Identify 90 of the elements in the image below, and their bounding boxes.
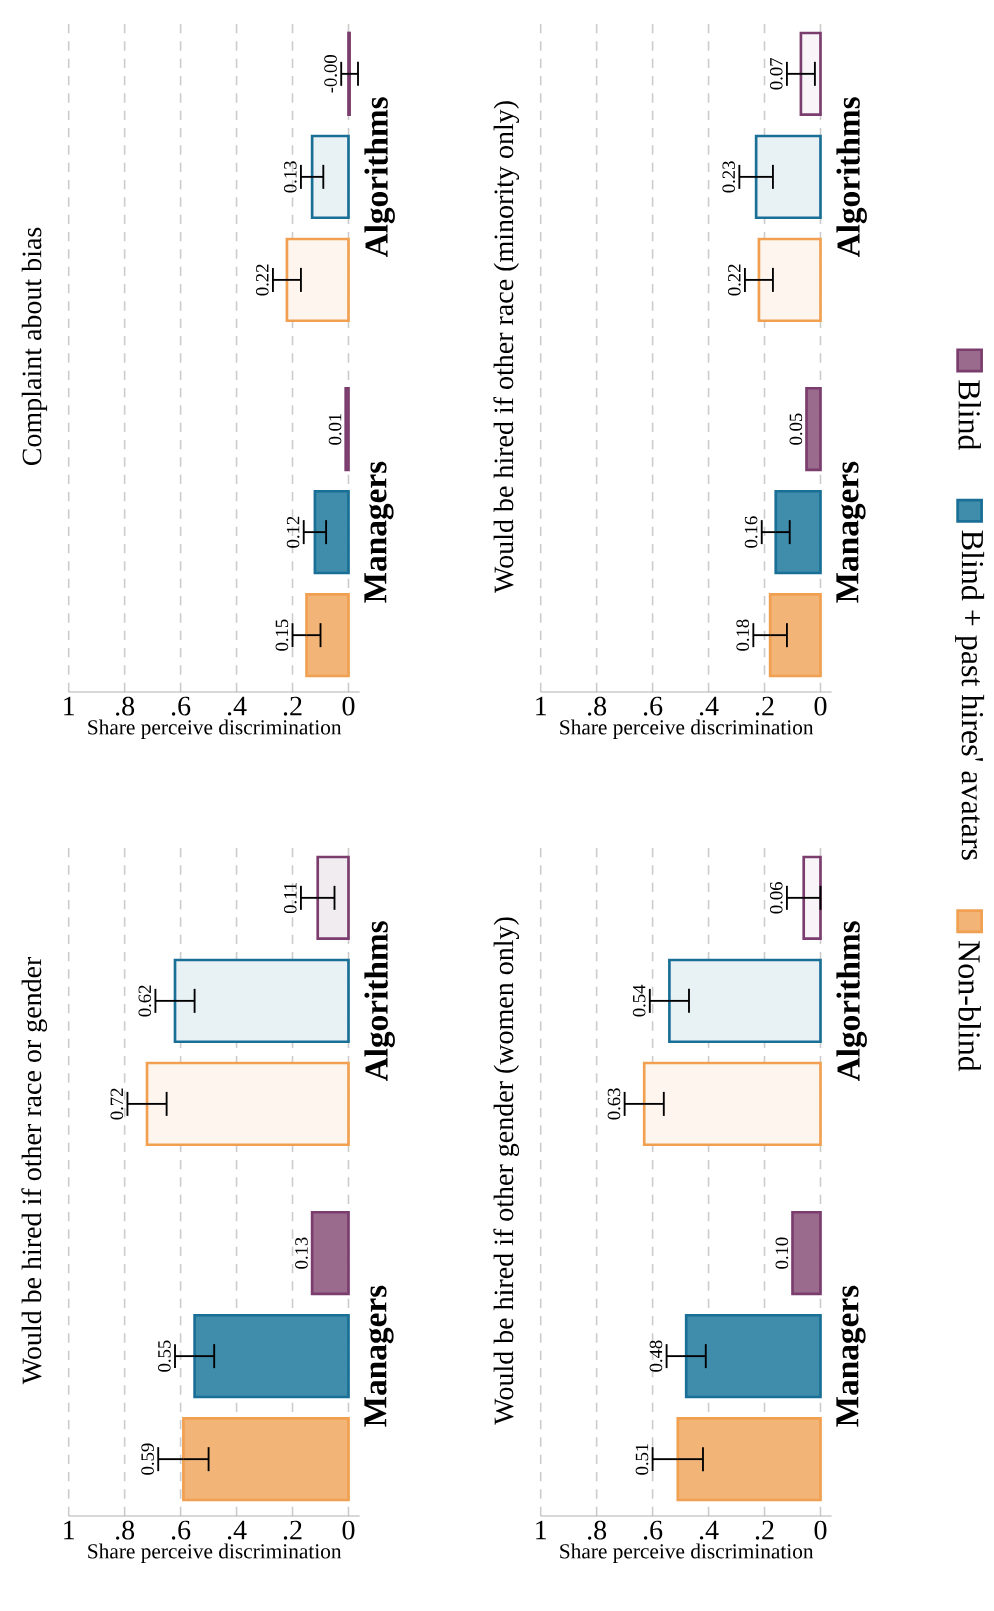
x-tick-label: .6: [172, 1520, 191, 1540]
y-tick-label: Algorithms: [836, 97, 868, 258]
x-tick-label: .6: [172, 696, 191, 716]
x-tick-label: 0: [342, 696, 355, 716]
x-axis-title: Share perceive discrimination: [88, 719, 342, 739]
x-tick-label: .8: [588, 696, 607, 716]
y-tick-label: Algorithms: [364, 97, 396, 258]
data-label: 0.16: [744, 516, 758, 548]
data-label: 0.10: [775, 1237, 789, 1269]
data-label: 0.22: [728, 264, 741, 296]
x-tick-label: .4: [700, 1520, 719, 1540]
x-tick-label: .2: [284, 696, 302, 716]
text: Would be hired if other gender (women only): [493, 917, 520, 1425]
x-axis-title: Share perceive discrimination: [88, 1543, 342, 1563]
bar: [685, 1313, 822, 1399]
data-label: 0.23: [722, 161, 736, 193]
bar: [344, 386, 350, 472]
x-axis-title: Share perceive discrimination: [560, 1543, 814, 1563]
data-label: 0.15: [275, 619, 289, 651]
bar: [676, 1416, 822, 1502]
data-label: 0.59: [141, 1443, 155, 1475]
data-label: 0.05: [789, 413, 803, 445]
data-label: 0.22: [256, 264, 269, 296]
x-tick-label: .4: [228, 696, 247, 716]
bar: [643, 1061, 822, 1147]
x-tick-label: .2: [284, 1520, 302, 1540]
text: Complaint about bias: [21, 227, 48, 466]
x-tick-label: 1: [536, 1520, 547, 1540]
bar: [310, 134, 350, 220]
data-label: 0.62: [138, 985, 152, 1017]
y-tick-label: Managers: [364, 1285, 394, 1427]
data-label: -0.00: [324, 55, 338, 93]
bar: [791, 1210, 822, 1296]
data-label: 0.13: [284, 161, 297, 193]
bar: [305, 592, 350, 678]
data-label: 0.12: [286, 516, 300, 548]
bar: [799, 31, 822, 117]
data-label: 0.55: [158, 1340, 171, 1372]
bar: [805, 386, 822, 472]
text: Would be hired if other race or gender: [21, 956, 48, 1385]
data-label: 0.63: [607, 1088, 621, 1120]
legend-label: Blind: [958, 380, 982, 451]
bar: [757, 237, 822, 323]
x-tick-label: .2: [756, 1520, 774, 1540]
bar: [774, 489, 822, 575]
data-label: 0.06: [770, 882, 783, 914]
x-tick-label: .4: [700, 696, 719, 716]
y-tick-label: Algorithms: [364, 921, 396, 1082]
bar: [182, 1416, 350, 1502]
y-tick-label: Managers: [836, 461, 866, 603]
x-tick-label: 1: [64, 1520, 75, 1540]
x-tick-label: .6: [644, 696, 663, 716]
bar: [316, 855, 350, 941]
x-tick-label: 0: [814, 1520, 827, 1540]
data-label: 0.11: [284, 882, 297, 914]
bar: [768, 592, 822, 678]
bar: [173, 958, 350, 1044]
x-tick-label: .8: [116, 696, 135, 716]
bar: [802, 855, 822, 941]
y-tick-label: Managers: [836, 1285, 866, 1427]
data-label: 0.51: [635, 1443, 649, 1475]
x-axis-title: Share perceive discrimination: [560, 719, 814, 739]
x-tick-label: .4: [228, 1520, 247, 1540]
legend-label: Blind + past hires' avatars: [955, 530, 985, 860]
data-label: 0.13: [295, 1237, 309, 1269]
y-tick-label: Algorithms: [836, 921, 868, 1082]
bar: [313, 489, 350, 575]
x-tick-label: .2: [756, 696, 774, 716]
bar: [193, 1313, 350, 1399]
bar: [145, 1061, 350, 1147]
bar: [285, 237, 350, 323]
x-tick-label: 0: [342, 1520, 355, 1540]
x-tick-label: 1: [536, 696, 547, 716]
text: Would be hired if other race (minority only): [493, 101, 520, 593]
data-label: 0.72: [110, 1088, 124, 1120]
bar: [754, 134, 822, 220]
x-tick-label: .8: [588, 1520, 607, 1540]
data-label: 0.01: [328, 413, 342, 445]
x-tick-label: 0: [814, 696, 827, 716]
bar: [668, 958, 822, 1044]
legend-label: Non-blind: [958, 941, 982, 1072]
bar: [310, 1210, 350, 1296]
y-tick-label: Managers: [364, 461, 394, 603]
x-tick-label: .6: [644, 1520, 663, 1540]
data-label: 0.54: [633, 984, 646, 1017]
x-tick-label: 1: [64, 696, 75, 716]
data-label: 0.07: [770, 58, 783, 90]
x-tick-label: .8: [116, 1520, 135, 1540]
data-label: 0.18: [736, 619, 750, 651]
data-label: 0.48: [649, 1340, 663, 1372]
